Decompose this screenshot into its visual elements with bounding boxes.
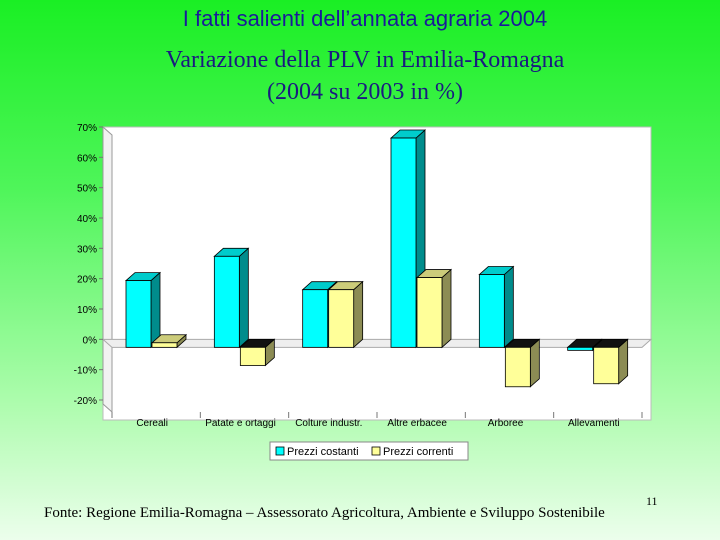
y-tick-label: -20% [74,396,97,407]
bar-front [151,342,178,348]
y-axis-wall [102,125,113,414]
bar-prezzi-correnti [150,333,188,349]
x-tick-label: Cereali [136,418,168,429]
bar-side [238,247,249,349]
y-tick-label: 20% [77,275,97,286]
bar-prezzi-correnti [239,338,276,367]
bar-front [504,346,531,388]
bar-front [390,137,417,348]
x-tick-label: Arboree [488,418,524,429]
bar-front [416,277,443,348]
y-tick-label: 10% [77,305,97,316]
bar-front [213,255,240,348]
legend-swatch [275,446,285,456]
bar-front [239,346,266,366]
legend-swatch [371,446,381,456]
page-number: 11 [646,494,658,508]
y-tick-label: 0% [83,335,98,346]
bar-prezzi-correnti [504,338,541,388]
plot-area [102,126,652,421]
legend-box [269,441,469,461]
slide-title: I fatti salienti dell’annata agraria 200… [182,6,548,31]
y-tick-label: 40% [77,214,97,225]
x-tick-label: Allevamenti [568,418,620,429]
source-note: Fonte: Regione Emilia-Romagna – Assessor… [44,505,605,521]
x-tick-label: Patate e ortaggi [205,418,276,429]
bar-prezzi-costanti [124,271,162,349]
subtitle-line-1: Variazione della PLV in Emilia-Romagna [165,47,565,73]
y-tick-label: 30% [77,244,97,255]
subtitle-line-2: (2004 su 2003 in %) [267,79,463,105]
legend-item: Prezzi correnti [371,446,453,458]
x-tick-label: Colture industr. [295,418,362,429]
bar-side [150,271,161,349]
bar-prezzi-costanti [213,247,250,349]
y-tick-label: -10% [74,366,97,377]
bar-prezzi-costanti [478,265,515,349]
y-tick-label: 50% [77,184,97,195]
y-tick-label: 70% [77,123,97,134]
bar-front [125,280,152,348]
bar-front [328,289,355,348]
bar-front [302,289,329,348]
bar-front [593,346,620,385]
bar-prezzi-correnti [415,268,453,349]
bar-side [441,268,452,349]
legend-label: Prezzi costanti [287,446,359,458]
chart-subtitle: Variazione della PLV in Emilia-Romagna (… [0,44,720,108]
bar-side [353,280,364,349]
bar-prezzi-correnti [327,280,364,349]
bar-side [503,265,514,349]
legend-item: Prezzi costanti [275,446,359,458]
bar-prezzi-correnti [592,338,629,385]
y-tick-label: 60% [77,153,97,164]
bar-front [567,346,594,351]
x-tick-label: Altre erbacee [387,418,447,429]
legend: Prezzi costanti Prezzi correnti [269,441,469,461]
legend-label: Prezzi correnti [383,446,453,458]
bar-front [478,274,505,348]
